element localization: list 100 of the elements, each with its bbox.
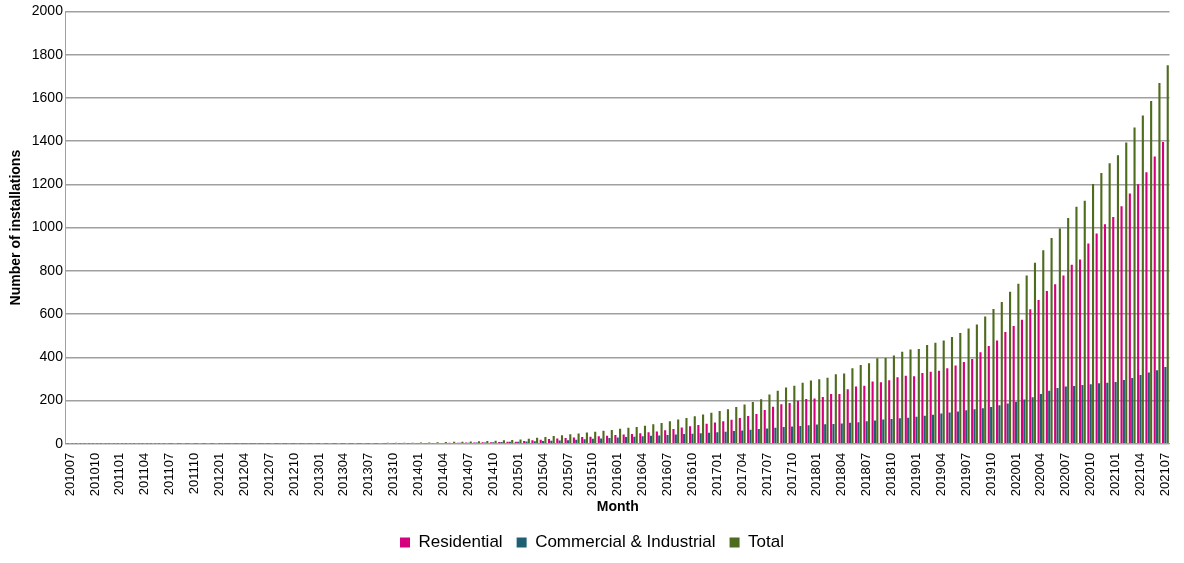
bar bbox=[672, 428, 675, 444]
bar bbox=[724, 431, 727, 444]
bar bbox=[834, 374, 837, 444]
bar bbox=[713, 422, 717, 444]
y-tick-label: 800 bbox=[39, 261, 64, 278]
bar bbox=[1025, 275, 1028, 444]
bar bbox=[666, 434, 669, 444]
bar bbox=[849, 422, 852, 444]
bar bbox=[879, 382, 882, 444]
bar bbox=[915, 416, 918, 444]
bar bbox=[801, 382, 804, 444]
bar bbox=[1064, 386, 1067, 444]
bar bbox=[1114, 381, 1117, 444]
bar bbox=[1106, 382, 1109, 444]
bar bbox=[1131, 377, 1134, 444]
bar bbox=[1092, 183, 1095, 444]
bar bbox=[907, 417, 910, 444]
bar bbox=[594, 431, 597, 444]
y-tick-label: 1000 bbox=[31, 218, 64, 235]
bar bbox=[805, 399, 808, 444]
bar bbox=[929, 371, 932, 444]
bar bbox=[1020, 319, 1024, 444]
bar bbox=[865, 421, 868, 444]
bar bbox=[619, 428, 622, 444]
bar bbox=[992, 309, 995, 444]
bar bbox=[942, 340, 945, 444]
x-tick-label: 201207 bbox=[260, 452, 276, 497]
bar bbox=[1004, 332, 1007, 444]
bar bbox=[1122, 380, 1125, 444]
bar bbox=[1056, 388, 1059, 444]
x-tick-label: 201307 bbox=[360, 452, 376, 497]
bar bbox=[702, 414, 705, 444]
x-tick-label: 201407 bbox=[459, 452, 475, 497]
bar bbox=[946, 368, 949, 444]
bar bbox=[732, 431, 735, 444]
bar bbox=[1147, 372, 1150, 444]
x-tick-label: 201504 bbox=[534, 452, 550, 497]
bar bbox=[668, 421, 671, 444]
x-axis-title: Month bbox=[596, 498, 639, 515]
x-tick-label: 201907 bbox=[957, 452, 973, 497]
bar bbox=[838, 393, 841, 444]
bar bbox=[1006, 403, 1009, 444]
bar bbox=[863, 385, 866, 444]
x-tick-label: 202010 bbox=[1082, 452, 1098, 497]
bar bbox=[1029, 309, 1032, 444]
x-tick-label: 201104 bbox=[136, 452, 152, 496]
bar bbox=[1062, 275, 1065, 444]
bar bbox=[888, 380, 891, 444]
bar bbox=[807, 425, 810, 444]
bar bbox=[1070, 264, 1073, 444]
x-tick-label: 201501 bbox=[509, 452, 525, 497]
bar bbox=[913, 376, 916, 444]
y-tick-label: 600 bbox=[39, 304, 64, 321]
bar bbox=[699, 433, 702, 444]
x-tick-label: 201607 bbox=[659, 452, 675, 497]
x-tick-label: 201107 bbox=[161, 452, 177, 496]
x-tick-label: 201301 bbox=[310, 452, 326, 497]
bar bbox=[981, 408, 984, 444]
bar bbox=[1075, 206, 1078, 444]
bar bbox=[693, 416, 696, 444]
bar bbox=[882, 419, 885, 444]
bar bbox=[755, 413, 758, 444]
x-tick-label: 201904 bbox=[932, 452, 948, 497]
bar bbox=[782, 426, 785, 444]
bar bbox=[738, 417, 741, 444]
bar bbox=[948, 412, 951, 444]
x-tick-label: 201404 bbox=[435, 452, 451, 497]
bar bbox=[1050, 237, 1053, 444]
bar bbox=[1095, 233, 1098, 444]
bar bbox=[1081, 385, 1084, 444]
bar bbox=[1031, 397, 1034, 444]
bar bbox=[602, 430, 605, 444]
bar bbox=[677, 419, 680, 444]
bar bbox=[560, 435, 564, 444]
bar bbox=[751, 401, 754, 444]
bar bbox=[716, 432, 719, 444]
x-tick-label: 201410 bbox=[484, 452, 500, 497]
bar bbox=[1058, 228, 1061, 444]
bar bbox=[1145, 172, 1148, 444]
bar bbox=[1054, 284, 1057, 444]
bar bbox=[851, 368, 854, 444]
x-tick-label: 201201 bbox=[211, 452, 227, 497]
bar bbox=[1156, 370, 1159, 444]
bar bbox=[1083, 200, 1086, 444]
bar bbox=[1120, 206, 1123, 444]
bar bbox=[896, 377, 899, 444]
bar bbox=[1153, 156, 1156, 444]
bar bbox=[892, 355, 895, 444]
bar bbox=[1045, 290, 1048, 444]
bar bbox=[1009, 291, 1012, 444]
bar bbox=[1000, 301, 1003, 444]
bar bbox=[1039, 394, 1042, 444]
bar bbox=[655, 431, 658, 444]
bar bbox=[898, 418, 901, 444]
bar bbox=[577, 433, 580, 444]
bar bbox=[735, 407, 738, 444]
y-tick-label: 1400 bbox=[31, 131, 64, 148]
bar bbox=[1087, 243, 1090, 444]
bar bbox=[664, 430, 667, 444]
bar bbox=[934, 342, 937, 444]
